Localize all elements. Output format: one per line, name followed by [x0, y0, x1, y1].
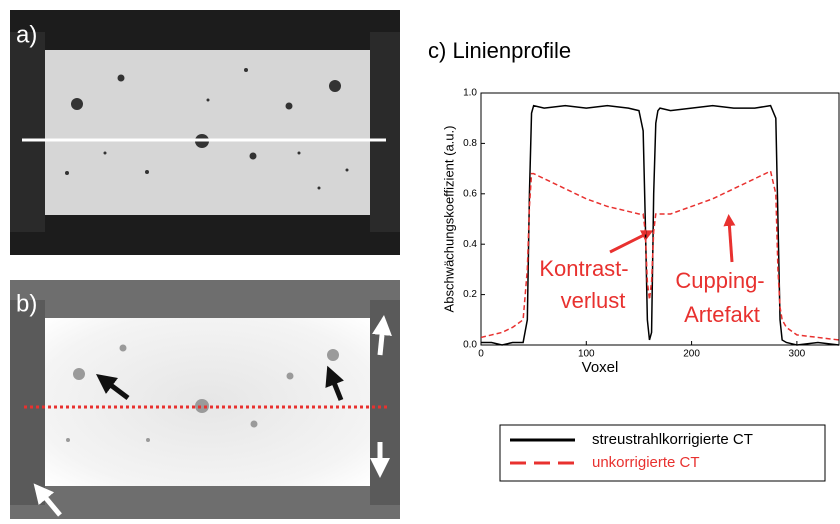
line-series — [481, 171, 839, 340]
legend-label: unkorrigierte CT — [592, 454, 700, 471]
x-tick-label: 0 — [478, 349, 484, 360]
annotation: Kontrast- — [539, 256, 628, 281]
y-tick-label: 0.2 — [463, 289, 477, 300]
y-axis-label: Abschwächungskoeffizient (a.u.) — [441, 126, 456, 313]
y-tick-label: 0.6 — [463, 188, 477, 199]
x-tick-label: 200 — [683, 349, 700, 360]
x-tick-label: 100 — [578, 349, 595, 360]
legend-label: streustrahlkorrigierte CT — [592, 431, 753, 448]
panel-a: a) — [10, 10, 400, 255]
annotation: Artefakt — [684, 302, 760, 327]
panel-b: b) — [10, 280, 400, 519]
panel-label: a) — [16, 21, 37, 48]
y-tick-label: 1.0 — [463, 88, 477, 99]
annotation: Cupping- — [675, 268, 764, 293]
y-tick-label: 0.8 — [463, 138, 477, 149]
x-axis-label: Voxel — [582, 359, 619, 376]
panel-label: b) — [16, 290, 37, 317]
line-series — [481, 106, 839, 345]
annotation: verlust — [561, 288, 626, 313]
plot-frame — [481, 93, 839, 345]
figure: a) b) c) Linienprofile Voxel Abschwächun… — [0, 0, 840, 519]
x-tick-label: 300 — [789, 349, 806, 360]
chart-title: c) Linienprofile — [428, 38, 571, 63]
y-tick-label: 0.0 — [463, 340, 477, 351]
y-tick-label: 0.4 — [463, 239, 477, 250]
